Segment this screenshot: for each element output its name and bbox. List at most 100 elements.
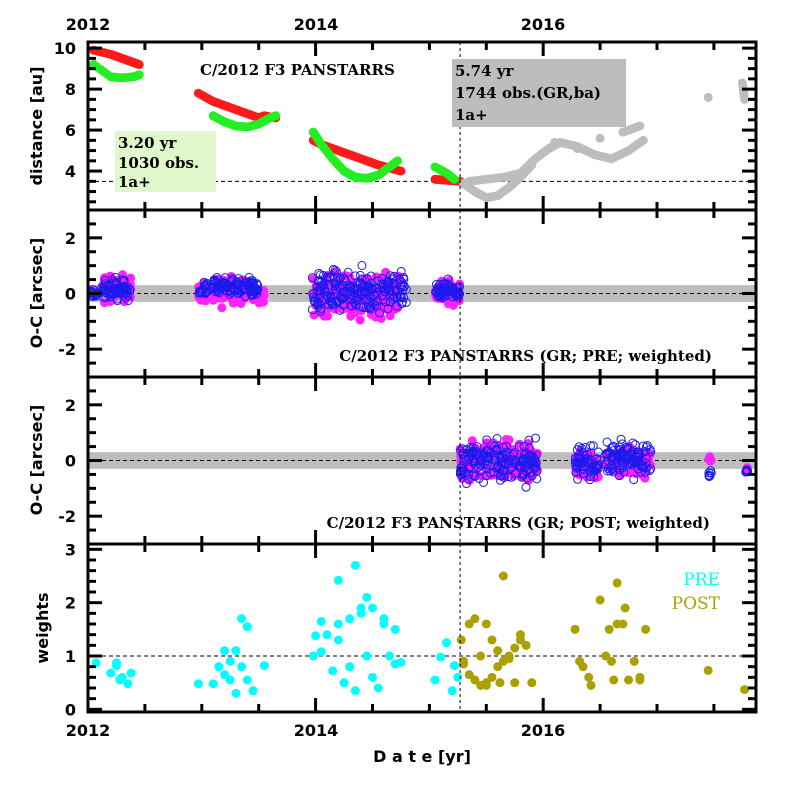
data-point-open — [476, 465, 486, 475]
data-point-open — [587, 464, 597, 474]
data-point-open — [199, 277, 209, 287]
data-point — [193, 679, 203, 689]
data-point — [220, 646, 230, 656]
data-point-open — [532, 474, 542, 484]
data-point-open — [503, 472, 513, 482]
data-point — [495, 678, 505, 688]
data-point-open — [330, 265, 340, 275]
data-point — [641, 624, 651, 634]
data-point — [134, 70, 144, 80]
data-point-open — [436, 283, 446, 293]
data-point-open — [479, 477, 489, 487]
data-point — [373, 683, 383, 693]
data-point-open — [635, 450, 645, 460]
data-point — [379, 619, 389, 629]
data-point-open — [343, 267, 353, 277]
data-point-open — [196, 287, 206, 297]
data-point-open — [616, 434, 626, 444]
data-point — [345, 662, 355, 672]
data-point — [493, 646, 503, 656]
data-point-open — [586, 441, 596, 451]
data-point-filled — [217, 303, 227, 313]
data-point — [612, 578, 622, 588]
data-point — [220, 670, 230, 680]
data-point-open — [579, 456, 589, 466]
data-point-open — [521, 482, 531, 492]
data-point — [441, 638, 451, 648]
data-point-open — [509, 455, 519, 465]
annotation-post-line2: 1744 obs.(GR,ba) — [455, 84, 601, 102]
data-point — [464, 670, 474, 680]
y-tick-label: 0 — [65, 285, 76, 304]
data-point-open — [472, 447, 482, 457]
data-point-filled — [355, 315, 365, 325]
data-point-open — [530, 461, 540, 471]
data-point-open — [615, 450, 625, 460]
data-point-open — [123, 291, 133, 301]
data-point-open — [401, 285, 411, 295]
data-point-open — [328, 264, 338, 274]
data-point — [601, 651, 611, 661]
data-point-open — [524, 459, 534, 469]
panel-1-plot — [88, 45, 756, 203]
data-point-open — [357, 260, 367, 270]
data-point — [578, 662, 588, 672]
data-point — [231, 688, 241, 698]
data-point-open — [200, 281, 210, 291]
data-point — [111, 658, 121, 668]
data-point-open — [384, 279, 394, 289]
data-point-open — [590, 466, 600, 476]
data-point-open — [614, 446, 624, 456]
data-point — [447, 686, 457, 696]
data-point — [237, 662, 247, 672]
data-point — [345, 614, 355, 624]
data-point-open — [251, 286, 261, 296]
data-point-open — [312, 282, 322, 292]
data-point-open — [353, 277, 363, 287]
data-point-open — [104, 288, 114, 298]
data-point-open — [322, 273, 332, 283]
y-tick-label: 8 — [65, 80, 76, 99]
data-point-open — [313, 300, 323, 310]
data-point — [703, 92, 713, 102]
panel-2-plot — [88, 260, 756, 325]
data-point-open — [383, 304, 393, 314]
data-point-open — [475, 456, 485, 466]
data-point-filled — [385, 311, 395, 321]
y-tick-label: 1 — [65, 647, 76, 666]
data-point-open — [339, 288, 349, 298]
data-point-open — [219, 277, 229, 287]
data-point — [350, 686, 360, 696]
data-point — [624, 675, 634, 685]
data-point-open — [464, 464, 474, 474]
top-tick-label-2014: 2014 — [294, 15, 339, 34]
data-point — [271, 111, 281, 121]
data-point-open — [628, 438, 638, 448]
data-point-open — [742, 466, 752, 476]
data-point-open — [209, 275, 219, 285]
y-tick-label: 3 — [65, 540, 76, 559]
data-point — [208, 679, 218, 689]
data-point-filled — [706, 455, 716, 465]
data-point — [356, 603, 366, 613]
panel3-title: C/2012 F3 PANSTARRS (GR; POST; weighted) — [327, 514, 710, 532]
data-point-open — [629, 475, 639, 485]
data-point — [586, 680, 596, 690]
data-point-open — [459, 454, 469, 464]
data-point-open — [366, 278, 376, 288]
data-point-open — [330, 281, 340, 291]
data-point-open — [475, 452, 485, 462]
data-point-filled — [220, 292, 230, 302]
data-point-open — [577, 443, 587, 453]
panel4-ylabel: weights — [33, 592, 52, 663]
data-point — [367, 603, 377, 613]
data-point-open — [233, 288, 243, 298]
data-point-open — [489, 441, 499, 451]
data-point-open — [622, 454, 632, 464]
data-point — [322, 630, 332, 640]
data-point-open — [373, 283, 383, 293]
data-point-open — [473, 450, 483, 460]
data-point-open — [106, 288, 116, 298]
data-point — [242, 675, 252, 685]
data-point-open — [636, 467, 646, 477]
